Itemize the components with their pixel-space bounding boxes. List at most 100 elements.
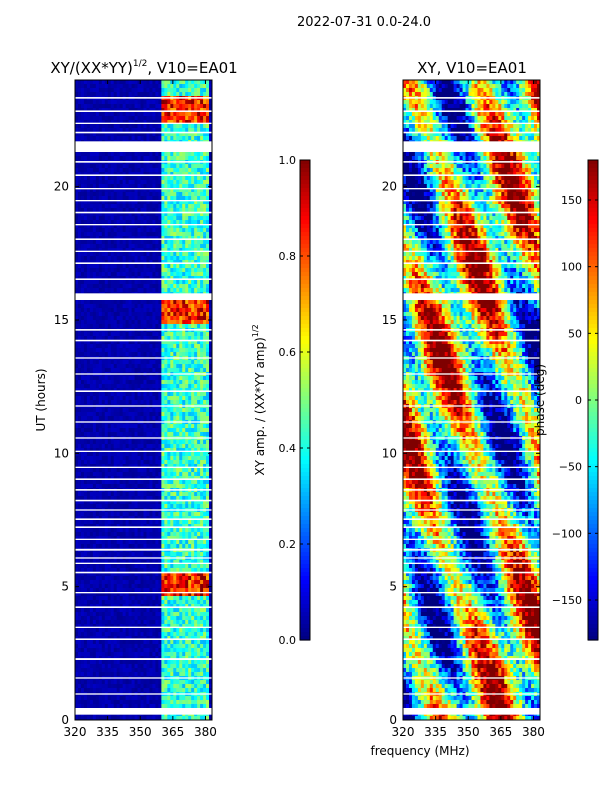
- heatmap-cell: [80, 344, 85, 349]
- heatmap-cell: [104, 368, 109, 373]
- heatmap-cell: [80, 280, 85, 285]
- heatmap-cell: [107, 188, 112, 193]
- heatmap-cell: [161, 468, 165, 473]
- heatmap-cell: [131, 332, 135, 337]
- heatmap-cell: [146, 252, 150, 257]
- heatmap-cell: [188, 272, 192, 277]
- heatmap-cell: [197, 92, 201, 97]
- heatmap-cell: [125, 500, 130, 505]
- heatmap-cell: [86, 496, 91, 501]
- heatmap-cell: [188, 392, 192, 397]
- heatmap-cell: [191, 244, 195, 249]
- heatmap-cell: [110, 312, 115, 317]
- heatmap-cell: [125, 320, 130, 325]
- heatmap-cell: [176, 316, 180, 321]
- heatmap-cell: [110, 324, 115, 329]
- heatmap-cell: [131, 212, 135, 217]
- heatmap-cell: [176, 460, 180, 465]
- heatmap-cell: [170, 448, 174, 453]
- heatmap-cell: [200, 284, 204, 289]
- heatmap-cell: [92, 84, 97, 89]
- heatmap-cell: [191, 264, 195, 269]
- heatmap-cell: [104, 324, 109, 329]
- heatmap-cell: [77, 332, 82, 337]
- heatmap-cell: [77, 448, 82, 453]
- heatmap-cell: [170, 176, 174, 181]
- heatmap-cell: [143, 124, 147, 129]
- heatmap-cell: [185, 112, 189, 117]
- heatmap-cell: [194, 128, 198, 133]
- heatmap-cell: [113, 460, 118, 465]
- heatmap-cell: [185, 396, 189, 401]
- heatmap-cell: [194, 180, 198, 185]
- heatmap-cell: [110, 428, 115, 433]
- heatmap-cell: [83, 480, 88, 485]
- heatmap-cell: [131, 364, 135, 369]
- heatmap-cell: [158, 460, 162, 465]
- heatmap-cell: [86, 332, 91, 337]
- heatmap-cell: [152, 248, 156, 253]
- heatmap-cell: [92, 268, 97, 273]
- heatmap-cell: [197, 272, 201, 277]
- heatmap-cell: [110, 352, 115, 357]
- heatmap-cell: [86, 424, 91, 429]
- heatmap-cell: [149, 484, 153, 489]
- heatmap-cell: [161, 476, 165, 481]
- heatmap-cell: [185, 352, 189, 357]
- heatmap-cell: [176, 332, 180, 337]
- heatmap-cell: [98, 416, 103, 421]
- heatmap-cell: [125, 476, 130, 481]
- heatmap-cell: [122, 132, 127, 137]
- heatmap-cell: [182, 504, 186, 509]
- heatmap-cell: [158, 468, 162, 473]
- heatmap-cell: [128, 364, 132, 369]
- heatmap-cell: [146, 156, 150, 161]
- heatmap-cell: [101, 176, 106, 181]
- heatmap-cell: [170, 212, 174, 217]
- heatmap-cell: [155, 448, 159, 453]
- heatmap-cell: [167, 336, 171, 341]
- heatmap-cell: [191, 316, 195, 321]
- heatmap-cell: [140, 472, 144, 477]
- heatmap-cell: [104, 380, 109, 385]
- heatmap-cell: [146, 368, 150, 373]
- heatmap-cell: [137, 456, 141, 461]
- heatmap-cell: [173, 108, 177, 113]
- heatmap-cell: [182, 240, 186, 245]
- heatmap-cell: [164, 176, 168, 181]
- heatmap-cell: [107, 484, 112, 489]
- heatmap-cell: [86, 492, 91, 497]
- heatmap-cell: [104, 132, 109, 137]
- heatmap-cell: [83, 228, 88, 233]
- heatmap-cell: [209, 216, 213, 221]
- heatmap-cell: [83, 268, 88, 273]
- heatmap-cell: [188, 460, 192, 465]
- heatmap-cell: [131, 136, 135, 141]
- heatmap-cell: [116, 80, 121, 85]
- heatmap-cell: [182, 164, 186, 169]
- heatmap-cell: [173, 364, 177, 369]
- heatmap-cell: [80, 272, 85, 277]
- heatmap-cell: [98, 248, 103, 253]
- heatmap-cell: [149, 312, 153, 317]
- heatmap-cell: [170, 416, 174, 421]
- heatmap-cell: [188, 452, 192, 457]
- heatmap-cell: [158, 92, 162, 97]
- heatmap-cell: [104, 236, 109, 241]
- heatmap-cell: [158, 116, 162, 121]
- heatmap-cell: [83, 364, 88, 369]
- heatmap-cell: [77, 280, 82, 285]
- heatmap-cell: [104, 288, 109, 293]
- heatmap-cell: [158, 396, 162, 401]
- heatmap-cell: [110, 456, 115, 461]
- heatmap-cell: [188, 364, 192, 369]
- heatmap-cell: [143, 200, 147, 205]
- heatmap-cell: [83, 232, 88, 237]
- heatmap-cell: [77, 152, 82, 157]
- heatmap-cell: [182, 104, 186, 109]
- heatmap-cell: [116, 208, 121, 213]
- heatmap-cell: [173, 308, 177, 313]
- heatmap-cell: [80, 88, 85, 93]
- heatmap-cell: [110, 92, 115, 97]
- heatmap-cell: [158, 284, 162, 289]
